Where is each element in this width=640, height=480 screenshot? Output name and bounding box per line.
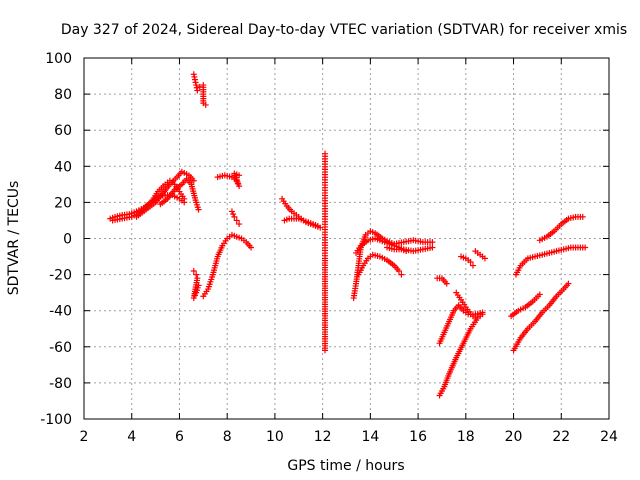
data-point-marker: [202, 101, 209, 108]
series-arc-17: [434, 275, 450, 287]
series-arc-3: [133, 168, 197, 220]
series-arc-2: [109, 177, 188, 224]
data-point-marker: [443, 280, 450, 287]
x-tick-label: 16: [409, 429, 427, 445]
y-axis-title: SDTVAR / TECUs: [6, 181, 22, 296]
data-point-marker: [467, 258, 474, 265]
data-point-marker: [582, 244, 589, 251]
data-point-marker: [190, 295, 197, 302]
x-tick-label: 2: [80, 429, 89, 445]
series-arc-4: [157, 175, 202, 213]
data-point-marker: [429, 239, 436, 246]
y-tick-label: -80: [49, 376, 72, 392]
series-arc-20: [453, 289, 484, 321]
x-tick-label: 10: [266, 429, 284, 445]
chart-title: Day 327 of 2024, Sidereal Day-to-day VTE…: [61, 22, 627, 38]
x-tick-label: 18: [457, 429, 475, 445]
data-point-marker: [195, 282, 202, 289]
x-tick-label: 12: [314, 429, 332, 445]
data-point-marker: [194, 87, 201, 94]
series-arc-5: [190, 71, 209, 108]
x-tick-label: 14: [361, 429, 379, 445]
data-point-marker: [314, 222, 321, 229]
series-arc-11: [281, 215, 321, 229]
y-tick-label: -100: [40, 412, 72, 428]
series-arc-25: [512, 244, 589, 278]
data-point-marker: [236, 221, 243, 228]
data-points: [107, 71, 589, 399]
data-point-marker: [231, 213, 238, 220]
series-arc-15: [355, 251, 405, 278]
data-point-marker: [579, 213, 586, 220]
plot-frame: [83, 57, 610, 420]
data-point-marker: [403, 248, 410, 255]
data-point-marker: [477, 311, 484, 318]
data-point-marker: [236, 172, 243, 179]
series-arc-13: [350, 228, 436, 302]
y-tick-label: -60: [49, 340, 72, 356]
data-point-marker: [190, 177, 197, 184]
data-point-marker: [396, 267, 402, 274]
series-arc-16: [384, 244, 410, 255]
data-point-marker: [233, 217, 240, 224]
y-tick-label: 60: [54, 123, 72, 139]
x-tick-label: 24: [600, 429, 618, 445]
data-point-marker: [228, 208, 235, 215]
data-point-marker: [181, 195, 188, 202]
series-arc-7: [200, 231, 255, 300]
series-arc-18: [436, 302, 486, 347]
y-tick-label: 100: [45, 51, 72, 67]
x-tick-label: 20: [505, 429, 523, 445]
data-point-marker: [195, 206, 202, 213]
data-point-marker: [248, 244, 255, 251]
data-point-marker: [398, 271, 405, 278]
data-point-marker: [193, 271, 200, 278]
series-arc-23: [508, 291, 543, 320]
y-tick-label: 80: [54, 87, 72, 103]
axis-ticks: 2 4 6 8 10 12 14 16 18 20 22 24100806040200-20-40-6…: [40, 51, 618, 445]
data-point-marker: [230, 211, 237, 218]
data-point-marker: [191, 292, 198, 299]
series-arc-12: [322, 150, 329, 354]
y-tick-label: -20: [49, 268, 72, 284]
series-arc-9: [228, 208, 243, 228]
x-tick-label: 4: [127, 429, 136, 445]
grid-lines: [84, 58, 609, 419]
series-arc-26: [536, 213, 586, 244]
y-tick-label: 20: [54, 195, 72, 211]
series-arc-21: [458, 253, 476, 269]
data-point-marker: [190, 267, 197, 274]
series-arc-22: [472, 248, 488, 262]
series-arc-24: [510, 280, 572, 354]
data-point-marker: [429, 244, 436, 251]
series-arc-19: [436, 311, 486, 399]
data-point-marker: [565, 280, 572, 287]
data-point-marker: [469, 262, 476, 269]
y-tick-label: 0: [63, 232, 72, 248]
y-tick-label: -40: [49, 304, 72, 320]
series-arc-14: [353, 235, 436, 256]
y-tick-label: 40: [54, 159, 72, 175]
x-tick-label: 6: [175, 429, 184, 445]
data-point-marker: [322, 347, 329, 354]
x-tick-label: 8: [223, 429, 232, 445]
data-point-marker: [481, 255, 488, 262]
x-axis-title: GPS time / hours: [287, 458, 404, 474]
x-tick-label: 22: [552, 429, 570, 445]
series-arc-6: [190, 267, 202, 302]
data-point-marker: [536, 291, 543, 298]
series-arc-8: [214, 170, 243, 190]
